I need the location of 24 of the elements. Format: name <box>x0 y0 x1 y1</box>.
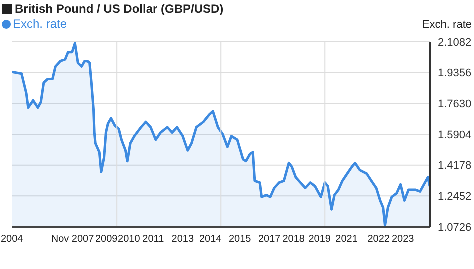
y-tick-label: 1.2452 <box>438 191 472 204</box>
x-tick-label: 2015 <box>229 234 252 246</box>
y-tick-label: 2.1082 <box>438 36 472 49</box>
x-tick-label: 2004 <box>0 234 24 246</box>
x-tick-label: 2011 <box>142 234 165 246</box>
y-tick-label: 1.4178 <box>438 160 472 172</box>
y-tick-label: 1.0726 <box>438 222 472 234</box>
x-tick-label: 2021 <box>336 234 358 246</box>
x-tick-label: 2010 <box>118 234 141 246</box>
x-tick-label: 2022 <box>368 234 390 246</box>
y-tick-label: 1.9356 <box>438 68 472 80</box>
x-tick-label: 2014 <box>200 234 222 246</box>
y-tick-label: 1.7630 <box>438 98 472 111</box>
x-tick-label: 2023 <box>392 234 415 246</box>
y-axis-title: Exch. rate <box>422 19 472 31</box>
x-tick-label: 2019 <box>308 234 332 246</box>
y-tick-label: 1.5904 <box>438 129 472 142</box>
x-tick-label: 2018 <box>282 234 306 246</box>
x-tick-label: Nov 2007 <box>51 234 95 246</box>
legend-label: Exch. rate <box>13 17 68 31</box>
x-tick-label: 2009 <box>95 234 118 246</box>
chart-title: British Pound / US Dollar (GBP/USD) <box>15 2 224 16</box>
x-tick-label: 2017 <box>258 234 282 246</box>
x-tick-label: 2013 <box>172 234 194 246</box>
